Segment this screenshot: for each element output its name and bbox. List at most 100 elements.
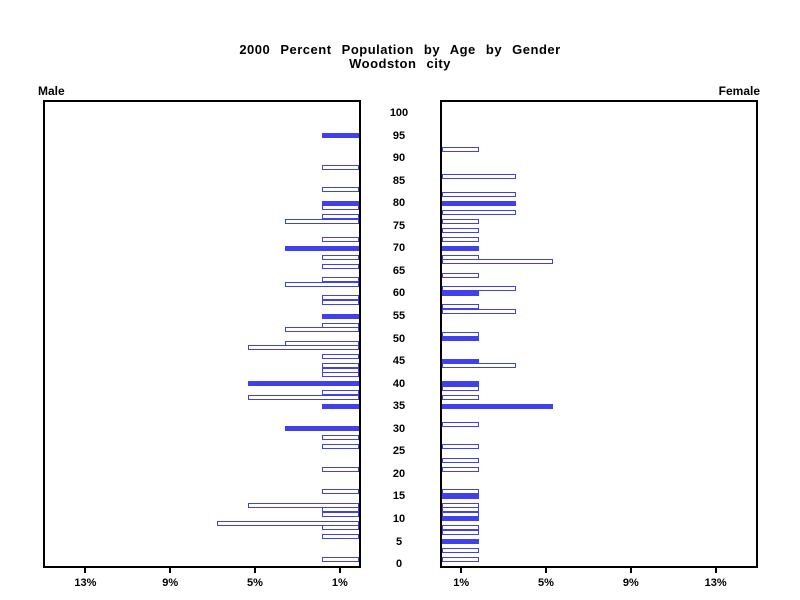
female-bar-age-50	[442, 336, 480, 341]
female-bar-age-39	[442, 385, 480, 391]
male-bar-age-26	[321, 444, 359, 450]
male-bar-age-58	[321, 299, 359, 305]
male-xtick-5	[254, 568, 256, 573]
male-bar-age-8	[321, 525, 359, 531]
male-xtick-label-5: 5%	[247, 577, 263, 589]
male-bar-age-1	[321, 557, 359, 562]
male-xtick-9	[169, 568, 172, 573]
male-bar-age-88	[321, 164, 359, 170]
female-bar-age-21	[442, 466, 480, 472]
male-xtick-1	[338, 568, 341, 573]
female-bar-age-37	[442, 394, 480, 400]
female-bar-age-16	[442, 489, 480, 495]
male-bar-age-48	[247, 345, 359, 350]
female-bar-age-15	[442, 493, 480, 499]
female-bar-age-74	[442, 227, 480, 233]
male-bar-age-70	[284, 245, 359, 251]
male-panel	[43, 100, 361, 568]
female-bar-age-7	[442, 529, 480, 535]
male-xtick-label-1: 1%	[331, 577, 348, 589]
age-tick-label-60: 60	[392, 287, 406, 300]
chart-title: 2000 Percent Population by Age by Gender	[239, 42, 561, 57]
female-bar-age-1	[442, 557, 480, 562]
male-bar-age-95	[321, 133, 359, 139]
age-tick-label-0: 0	[395, 558, 403, 570]
female-bar-age-5	[442, 539, 480, 544]
male-bar-age-30	[284, 426, 359, 432]
male-bar-age-6	[321, 534, 359, 540]
male-bar-age-35	[321, 403, 359, 409]
male-bar-age-9	[217, 520, 359, 526]
age-tick-label-85: 85	[392, 174, 406, 187]
female-xtick-9	[629, 568, 632, 573]
female-bar-age-70	[442, 245, 480, 251]
age-tick-label-25: 25	[392, 445, 406, 458]
female-bar-age-26	[442, 444, 480, 450]
male-bar-age-16	[321, 489, 359, 495]
female-bar-age-10	[442, 516, 480, 522]
male-xtick-label-13: 13%	[74, 577, 97, 589]
age-tick-label-70: 70	[392, 242, 406, 255]
age-tick-label-65: 65	[392, 264, 406, 277]
age-tick-label-80: 80	[392, 197, 406, 210]
age-tick-label-20: 20	[392, 467, 406, 480]
male-bar-age-11	[321, 511, 359, 517]
male-bar-age-13	[247, 502, 359, 508]
female-bar-age-67	[442, 259, 554, 265]
female-xtick-label-13: 13%	[704, 577, 727, 589]
male-bar-age-52	[284, 327, 359, 332]
age-tick-label-90: 90	[392, 152, 406, 165]
male-bar-age-37	[247, 394, 359, 400]
female-bar-age-86	[442, 173, 517, 179]
age-tick-label-45: 45	[392, 355, 406, 368]
male-xtick-13	[84, 568, 87, 573]
female-bar-age-44	[442, 363, 517, 369]
male-bar-age-46	[321, 354, 359, 359]
age-tick-label-35: 35	[392, 400, 406, 413]
female-axis-label: Female	[718, 84, 760, 98]
age-tick-label-10: 10	[392, 512, 406, 525]
male-bar-age-68	[321, 254, 359, 260]
male-bar-age-72	[321, 236, 359, 242]
male-bar-age-42	[321, 372, 359, 378]
female-xtick-label-5: 5%	[538, 577, 554, 589]
female-xtick-13	[714, 568, 717, 573]
female-bar-age-80	[442, 200, 517, 206]
female-bar-age-72	[442, 236, 480, 242]
male-bar-age-66	[321, 263, 359, 269]
male-bar-age-76	[284, 218, 359, 224]
female-bar-age-92	[442, 146, 480, 152]
age-tick-label-50: 50	[392, 332, 406, 345]
age-tick-label-100: 100	[389, 107, 409, 119]
male-bar-age-28	[321, 435, 359, 441]
female-bar-age-31	[442, 421, 480, 427]
female-bar-age-23	[442, 457, 480, 463]
female-bar-age-61	[442, 286, 517, 292]
female-bar-age-35	[442, 403, 554, 409]
age-tick-label-5: 5	[395, 535, 403, 548]
female-bar-age-82	[442, 191, 517, 197]
female-xtick-label-9: 9%	[622, 577, 639, 589]
age-tick-label-75: 75	[392, 219, 406, 232]
age-tick-label-15: 15	[392, 490, 406, 503]
male-bar-age-79	[321, 205, 359, 211]
age-tick-label-55: 55	[392, 310, 406, 322]
male-xtick-label-9: 9%	[162, 577, 179, 589]
age-tick-label-95: 95	[392, 129, 406, 142]
male-bar-age-55	[321, 313, 359, 319]
male-bar-age-21	[321, 466, 359, 472]
female-xtick-label-1: 1%	[453, 577, 470, 589]
female-xtick-5	[545, 568, 547, 573]
chart-subtitle: Woodston city	[349, 56, 451, 71]
female-bar-age-64	[442, 272, 480, 278]
female-xtick-1	[460, 568, 463, 573]
age-tick-label-30: 30	[392, 422, 406, 435]
female-panel	[440, 100, 758, 568]
male-bar-age-83	[321, 187, 359, 193]
male-bar-age-62	[284, 281, 359, 287]
female-bar-age-56	[442, 308, 517, 314]
female-bar-age-78	[442, 209, 517, 215]
female-bar-age-76	[442, 218, 480, 224]
female-bar-age-60	[442, 290, 480, 296]
